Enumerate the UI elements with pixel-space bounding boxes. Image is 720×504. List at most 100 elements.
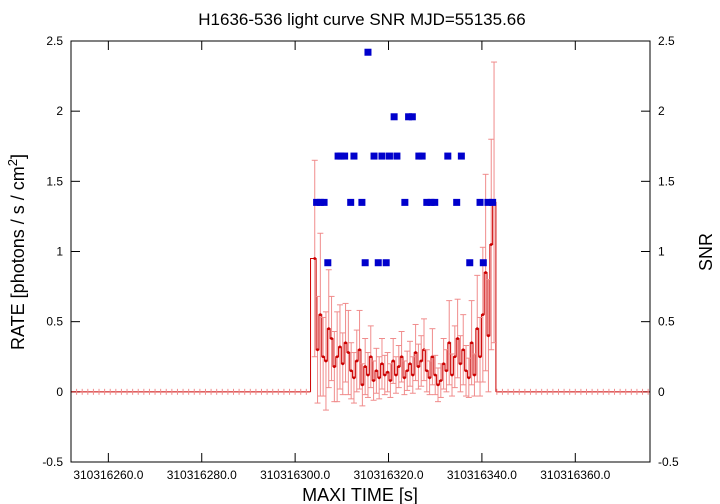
- x-tick-label: 310316320.0: [353, 468, 423, 482]
- x-tick-label: 310316360.0: [540, 468, 610, 482]
- snr-point: [418, 152, 426, 160]
- rate-point: [402, 376, 406, 380]
- tick-marks: [71, 40, 650, 463]
- rate-point: [487, 334, 490, 338]
- rate-point: [425, 369, 429, 373]
- rate-point: [332, 365, 336, 368]
- x-tick-label: 310316300.0: [260, 468, 330, 482]
- rate-point: [372, 379, 375, 383]
- rate-point: [473, 373, 476, 377]
- y2-tick-label: 2: [658, 104, 665, 118]
- rate-point: [470, 341, 474, 345]
- snr-point: [347, 198, 355, 206]
- snr-point: [390, 113, 398, 121]
- y2-tick-label: 1.5: [658, 174, 675, 188]
- rate-point: [369, 355, 373, 359]
- rate-point: [397, 365, 401, 368]
- rate-point: [428, 376, 432, 380]
- rate-point: [414, 351, 417, 354]
- rate-point: [321, 355, 325, 359]
- snr-point: [484, 198, 492, 206]
- y-tick-label: -0.5: [42, 455, 63, 469]
- rate-step-line: [310, 201, 497, 392]
- rate-point: [318, 313, 322, 317]
- x-tick-label: 310316280.0: [167, 468, 237, 482]
- rate-point: [489, 243, 493, 246]
- snr-point: [393, 152, 401, 160]
- rate-point: [478, 355, 482, 359]
- snr-point: [453, 198, 461, 206]
- y-axis-label-base: RATE [photons / s / cm: [8, 166, 28, 350]
- y-tick-label: 2: [56, 104, 63, 118]
- rate-point: [484, 271, 488, 274]
- rate-point: [445, 369, 448, 373]
- rate-point: [330, 337, 333, 340]
- y-axis-label-end: ]: [8, 154, 28, 159]
- rate-point: [394, 373, 398, 377]
- rate-point: [377, 376, 381, 380]
- rate-point: [316, 348, 319, 352]
- rate-point: [417, 365, 420, 368]
- rate-point: [433, 373, 437, 377]
- snr-point: [431, 198, 439, 206]
- rate-point: [467, 376, 471, 380]
- snr-point: [444, 152, 452, 160]
- x-axis-label: MAXI TIME [s]: [302, 485, 418, 504]
- y2-tick-label: 0: [658, 385, 665, 399]
- rate-point: [349, 369, 353, 373]
- snr-point: [457, 152, 465, 160]
- snr-point: [313, 198, 321, 206]
- y2-tick-label: 2.5: [658, 34, 675, 48]
- rate-point: [380, 362, 384, 366]
- snr-point: [374, 259, 382, 267]
- snr-point: [479, 259, 487, 267]
- rate-point: [324, 359, 328, 363]
- rate-point: [464, 369, 468, 373]
- rate-point: [481, 313, 485, 317]
- y-tick-label: 1.5: [46, 174, 63, 188]
- snr-point: [378, 152, 386, 160]
- data-layer: [70, 48, 650, 411]
- chart-title: H1636-536 light curve SNR MJD=55135.66: [198, 10, 525, 29]
- rate-point: [366, 373, 370, 377]
- y2-tick-label: -0.5: [658, 455, 679, 469]
- rate-point: [459, 362, 462, 366]
- rate-point: [439, 379, 443, 383]
- rate-point: [346, 351, 350, 354]
- rate-point: [363, 365, 367, 368]
- rate-point: [400, 355, 403, 359]
- snr-point: [466, 259, 474, 267]
- y-axis-label-sup: 2: [5, 159, 20, 166]
- snr-point: [316, 198, 324, 206]
- y-tick-label: 0.5: [46, 315, 63, 329]
- snr-point: [382, 259, 390, 267]
- rate-point: [335, 355, 339, 359]
- snr-point: [401, 198, 409, 206]
- rate-point: [338, 345, 342, 349]
- tick-labels: -0.5 0 0.5 1 1.5 2 2.5 -0.5 0 0.5 1 1.5 2 2.5 31031626…: [42, 34, 679, 482]
- rate-point: [386, 370, 389, 374]
- rate-point: [475, 327, 479, 331]
- rate-point: [352, 376, 356, 380]
- rate-point: [374, 369, 378, 373]
- rate-point: [391, 359, 395, 363]
- y-tick-label: 1: [56, 245, 63, 259]
- snr-point: [408, 113, 416, 121]
- rate-point: [358, 348, 361, 352]
- y-axis-label: RATE [photons / s / cm2]: [5, 154, 28, 350]
- rate-point: [436, 383, 440, 387]
- rate-point: [408, 362, 412, 366]
- snr-point: [385, 152, 393, 160]
- y2-axis-label: SNR: [696, 233, 716, 271]
- snr-point: [427, 198, 435, 206]
- plot-frame: [70, 40, 651, 463]
- rate-point: [383, 373, 387, 377]
- y2-tick-label: 0.5: [658, 315, 675, 329]
- rate-point: [360, 383, 364, 387]
- snr-point: [370, 152, 378, 160]
- snr-point: [350, 152, 358, 160]
- snr-point: [320, 198, 328, 206]
- snr-point: [476, 198, 484, 206]
- rate-point: [341, 362, 345, 366]
